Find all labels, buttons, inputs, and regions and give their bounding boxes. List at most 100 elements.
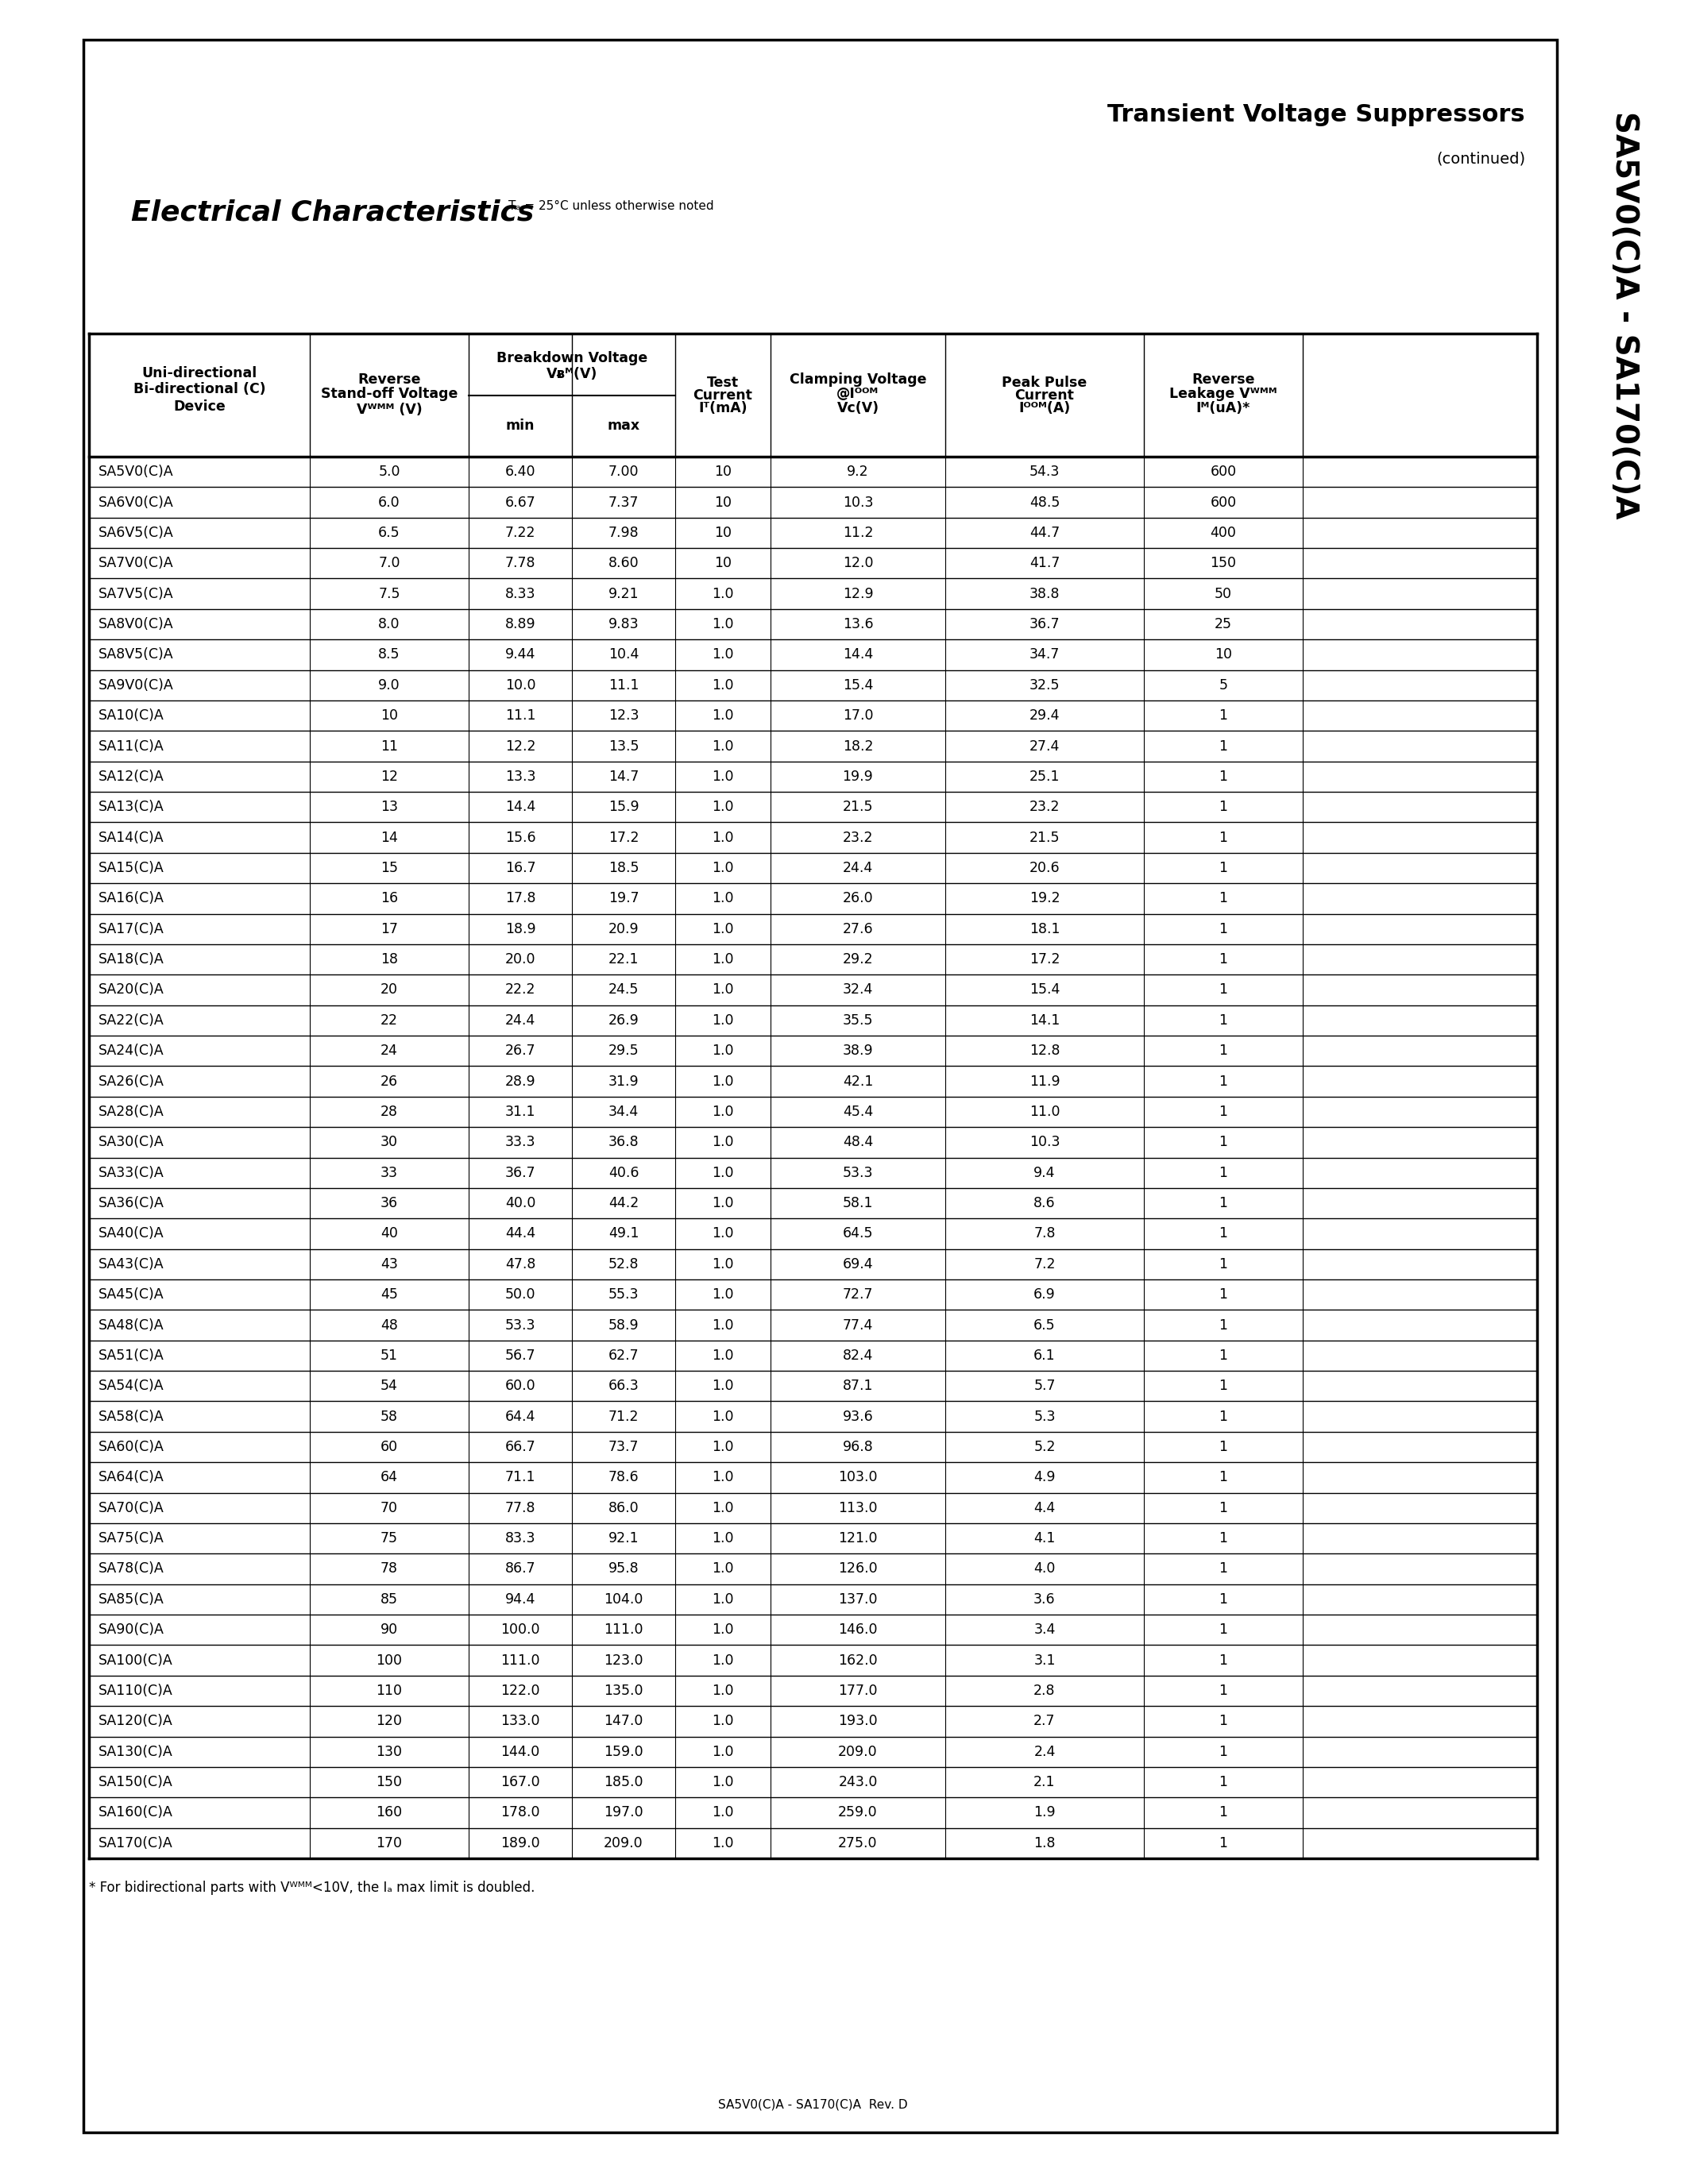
Text: 2.8: 2.8	[1033, 1684, 1055, 1697]
Text: 18.9: 18.9	[505, 922, 535, 937]
Text: 90: 90	[380, 1623, 398, 1638]
Text: 126.0: 126.0	[839, 1562, 878, 1577]
Text: 22.1: 22.1	[608, 952, 638, 968]
Text: 120: 120	[376, 1714, 402, 1728]
Text: 1.0: 1.0	[712, 799, 734, 815]
Text: 19.7: 19.7	[608, 891, 638, 906]
Text: Reverse: Reverse	[358, 371, 420, 387]
Text: 1: 1	[1219, 799, 1227, 815]
Text: 1: 1	[1219, 922, 1227, 937]
Text: 21.5: 21.5	[1030, 830, 1060, 845]
Text: 1: 1	[1219, 1592, 1227, 1607]
Text: 31.9: 31.9	[608, 1075, 638, 1088]
Text: 14: 14	[380, 830, 398, 845]
Text: 18.2: 18.2	[842, 738, 873, 753]
Text: SA26(C)A: SA26(C)A	[98, 1075, 164, 1088]
Text: 22: 22	[380, 1013, 398, 1026]
Text: 1.0: 1.0	[712, 1592, 734, 1607]
Text: SA45(C)A: SA45(C)A	[98, 1289, 164, 1302]
Text: 243.0: 243.0	[839, 1776, 878, 1789]
Text: 1.0: 1.0	[712, 952, 734, 968]
Text: 93.6: 93.6	[842, 1409, 873, 1424]
Text: 159.0: 159.0	[604, 1745, 643, 1758]
Text: 104.0: 104.0	[604, 1592, 643, 1607]
Text: Vᵂᴹᴹ (V): Vᵂᴹᴹ (V)	[356, 402, 422, 417]
Text: 96.8: 96.8	[842, 1439, 873, 1455]
Text: 100.0: 100.0	[501, 1623, 540, 1638]
Text: 400: 400	[1210, 526, 1236, 539]
Text: 3.6: 3.6	[1033, 1592, 1055, 1607]
Text: Iᵀ(mA): Iᵀ(mA)	[699, 400, 748, 415]
Text: 177.0: 177.0	[839, 1684, 878, 1697]
Text: SA75(C)A: SA75(C)A	[98, 1531, 164, 1546]
Text: 15.9: 15.9	[608, 799, 638, 815]
Text: 15.6: 15.6	[505, 830, 535, 845]
Text: 32.4: 32.4	[842, 983, 873, 998]
Text: 9.2: 9.2	[847, 465, 869, 478]
Text: 77.4: 77.4	[842, 1317, 873, 1332]
Text: Bi-directional (C): Bi-directional (C)	[133, 382, 265, 395]
Text: 10: 10	[714, 557, 731, 570]
Text: 48.5: 48.5	[1030, 496, 1060, 509]
Text: SA40(C)A: SA40(C)A	[98, 1227, 164, 1241]
Text: 38.8: 38.8	[1030, 587, 1060, 601]
Text: 55.3: 55.3	[608, 1289, 638, 1302]
Text: 9.21: 9.21	[608, 587, 638, 601]
Text: 275.0: 275.0	[839, 1837, 878, 1850]
Text: 1.0: 1.0	[712, 922, 734, 937]
Text: 52.8: 52.8	[608, 1258, 638, 1271]
Text: SA51(C)A: SA51(C)A	[98, 1348, 164, 1363]
Text: 34.7: 34.7	[1030, 649, 1060, 662]
Text: SA6V5(C)A: SA6V5(C)A	[98, 526, 174, 539]
Text: 95.8: 95.8	[608, 1562, 638, 1577]
Text: SA6V0(C)A: SA6V0(C)A	[98, 496, 174, 509]
Text: 121.0: 121.0	[839, 1531, 878, 1546]
Text: 14.4: 14.4	[842, 649, 873, 662]
Text: 6.40: 6.40	[505, 465, 535, 478]
Text: 40.0: 40.0	[505, 1197, 535, 1210]
Text: * For bidirectional parts with Vᵂᴹᴹ<10V, the Iₐ max limit is doubled.: * For bidirectional parts with Vᵂᴹᴹ<10V,…	[89, 1880, 535, 1896]
Text: Uni-directional: Uni-directional	[142, 365, 257, 380]
Text: 1.0: 1.0	[712, 1227, 734, 1241]
Text: SA8V0(C)A: SA8V0(C)A	[98, 618, 174, 631]
Text: 1.0: 1.0	[712, 891, 734, 906]
Text: 1.0: 1.0	[712, 1166, 734, 1179]
Text: Clamping Voltage: Clamping Voltage	[790, 371, 927, 387]
Text: 7.78: 7.78	[505, 557, 535, 570]
Text: 10: 10	[380, 708, 398, 723]
Text: 1.0: 1.0	[712, 1714, 734, 1728]
Text: 71.2: 71.2	[608, 1409, 638, 1424]
Text: SA18(C)A: SA18(C)A	[98, 952, 164, 968]
Text: 48.4: 48.4	[842, 1136, 873, 1149]
Text: SA5V0(C)A - SA170(C)A: SA5V0(C)A - SA170(C)A	[1609, 111, 1639, 520]
Text: SA20(C)A: SA20(C)A	[98, 983, 164, 998]
Text: 209.0: 209.0	[604, 1837, 643, 1850]
Text: 150: 150	[376, 1776, 402, 1789]
Text: 87.1: 87.1	[842, 1378, 873, 1393]
Text: 13.6: 13.6	[842, 618, 873, 631]
Text: SA78(C)A: SA78(C)A	[98, 1562, 164, 1577]
Text: 69.4: 69.4	[842, 1258, 873, 1271]
Text: 111.0: 111.0	[501, 1653, 540, 1666]
Text: SA11(C)A: SA11(C)A	[98, 738, 164, 753]
Text: 54.3: 54.3	[1030, 465, 1060, 478]
Text: 9.0: 9.0	[378, 677, 400, 692]
Text: 26.9: 26.9	[608, 1013, 640, 1026]
Text: @Iᴼᴼᴹ: @Iᴼᴼᴹ	[837, 387, 879, 400]
Text: SA15(C)A: SA15(C)A	[98, 860, 164, 876]
Text: 64.5: 64.5	[842, 1227, 873, 1241]
Text: 8.0: 8.0	[378, 618, 400, 631]
Text: 27.4: 27.4	[1030, 738, 1060, 753]
Text: 2.7: 2.7	[1033, 1714, 1055, 1728]
Text: 94.4: 94.4	[505, 1592, 535, 1607]
Text: 36.7: 36.7	[505, 1166, 535, 1179]
Text: 1: 1	[1219, 1623, 1227, 1638]
Text: 1: 1	[1219, 1075, 1227, 1088]
Text: 36: 36	[380, 1197, 398, 1210]
Text: 42.1: 42.1	[842, 1075, 873, 1088]
Text: 35.5: 35.5	[842, 1013, 873, 1026]
Text: 1.0: 1.0	[712, 860, 734, 876]
Text: 1.0: 1.0	[712, 1378, 734, 1393]
Text: 15.4: 15.4	[1030, 983, 1060, 998]
Text: 11.0: 11.0	[1030, 1105, 1060, 1118]
